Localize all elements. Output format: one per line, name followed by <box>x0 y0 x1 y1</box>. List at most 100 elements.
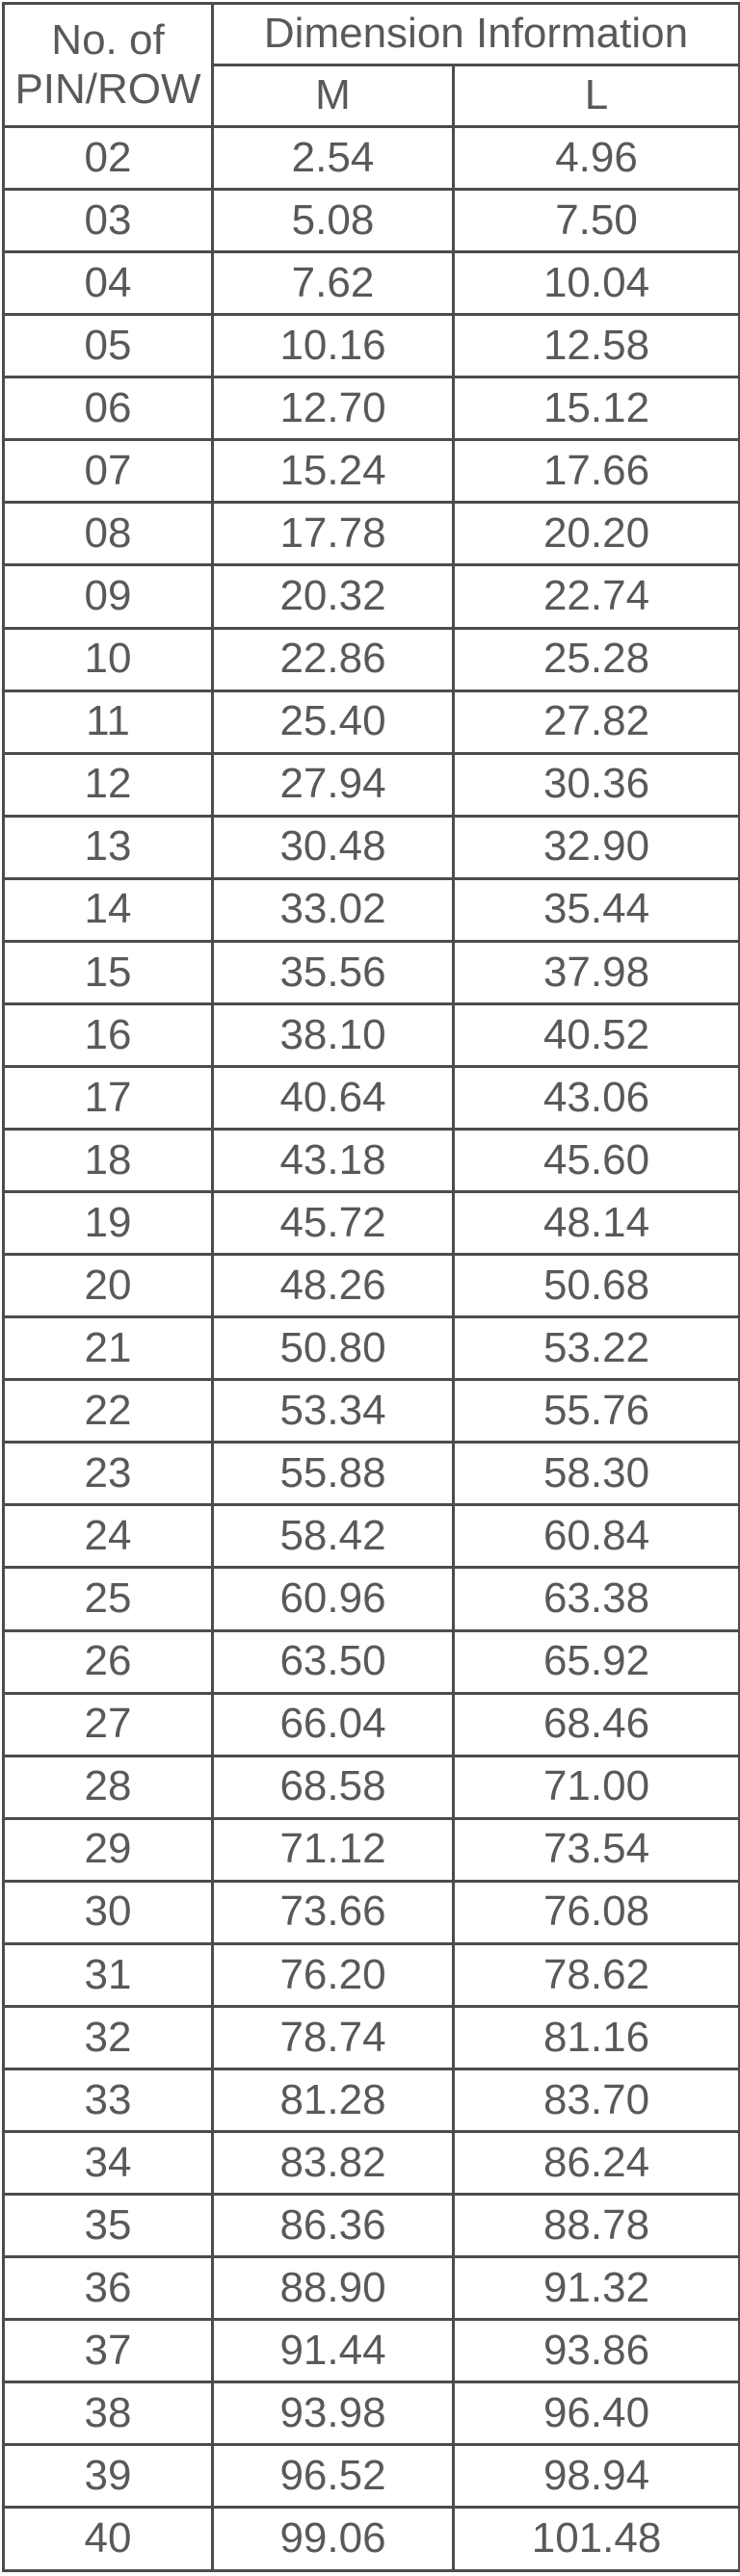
l-value-cell: 65.92 <box>451 1628 740 1695</box>
m-value-cell: 40.64 <box>211 1064 455 1132</box>
pin-count-cell: 39 <box>2 2443 214 2510</box>
pin-count-cell: 22 <box>2 1378 214 1444</box>
m-value-cell: 86.36 <box>211 2193 455 2259</box>
m-value-cell: 43.18 <box>211 1127 455 1194</box>
pin-count-cell: 21 <box>2 1315 214 1382</box>
pin-count-cell: 15 <box>2 939 214 1005</box>
m-value-cell: 53.34 <box>211 1378 455 1444</box>
l-value-cell: 12.58 <box>451 313 740 379</box>
l-value-cell: 22.74 <box>451 563 740 630</box>
table-row: 24 58.42 60.84 <box>2 1503 740 1570</box>
l-value-cell: 98.94 <box>451 2443 740 2510</box>
l-value-cell: 101.48 <box>451 2506 740 2572</box>
l-value-cell: 20.20 <box>451 501 740 567</box>
table-row: 25 60.96 63.38 <box>2 1566 740 1632</box>
pin-count-cell: 38 <box>2 2381 214 2447</box>
pin-count-cell: 09 <box>2 563 214 630</box>
pin-count-cell: 19 <box>2 1190 214 1257</box>
pin-count-cell: 11 <box>2 689 214 755</box>
m-value-cell: 2.54 <box>211 124 455 192</box>
l-value-cell: 25.28 <box>451 626 740 692</box>
m-value-cell: 58.42 <box>211 1503 455 1570</box>
m-value-cell: 15.24 <box>211 438 455 505</box>
l-value-cell: 15.12 <box>451 376 740 442</box>
pin-count-cell: 25 <box>2 1566 214 1632</box>
table-row: 11 25.40 27.82 <box>2 689 740 755</box>
l-value-cell: 60.84 <box>451 1503 740 1570</box>
table-row: 15 35.56 37.98 <box>2 939 740 1005</box>
l-value-cell: 63.38 <box>451 1566 740 1632</box>
l-value-cell: 35.44 <box>451 876 740 943</box>
l-value-cell: 93.86 <box>451 2318 740 2384</box>
l-value-cell: 83.70 <box>451 2067 740 2134</box>
pin-count-cell: 27 <box>2 1691 214 1757</box>
l-value-cell: 7.50 <box>451 188 740 254</box>
pin-count-cell: 10 <box>2 626 214 692</box>
table-row: 40 99.06 101.48 <box>2 2506 740 2572</box>
pin-count-cell: 02 <box>2 124 214 192</box>
m-value-cell: 30.48 <box>211 814 455 880</box>
table-row: 36 88.90 91.32 <box>2 2255 740 2322</box>
pin-count-cell: 36 <box>2 2255 214 2322</box>
l-value-cell: 86.24 <box>451 2129 740 2197</box>
pin-count-cell: 34 <box>2 2129 214 2197</box>
l-value-cell: 43.06 <box>451 1064 740 1132</box>
pin-count-cell: 32 <box>2 2004 214 2070</box>
table-row: 07 15.24 17.66 <box>2 438 740 505</box>
l-value-cell: 10.04 <box>451 250 740 317</box>
pin-count-cell: 31 <box>2 1941 214 2008</box>
pin-count-cell: 07 <box>2 438 214 505</box>
m-value-cell: 17.78 <box>211 501 455 567</box>
header-row-group: No. of PIN/ROW Dimension Information <box>2 2 740 128</box>
l-value-cell: 88.78 <box>451 2193 740 2259</box>
table-row: 17 40.64 43.06 <box>2 1064 740 1132</box>
l-value-cell: 27.82 <box>451 689 740 755</box>
m-value-cell: 50.80 <box>211 1315 455 1382</box>
pin-count-cell: 24 <box>2 1503 214 1570</box>
table-row: 16 38.10 40.52 <box>2 1002 740 1068</box>
m-value-cell: 68.58 <box>211 1754 455 1820</box>
l-value-cell: 81.16 <box>451 2004 740 2070</box>
pin-count-cell: 33 <box>2 2067 214 2134</box>
m-value-cell: 73.66 <box>211 1879 455 1945</box>
l-column-header-cell: L <box>451 64 740 128</box>
table-row: 06 12.70 15.12 <box>2 376 740 442</box>
table-row: 10 22.86 25.28 <box>2 626 740 692</box>
m-value-cell: 5.08 <box>211 188 455 254</box>
pin-row-header-cell: No. of PIN/ROW <box>2 2 214 128</box>
m-value-cell: 22.86 <box>211 626 455 692</box>
l-value-cell: 96.40 <box>451 2381 740 2447</box>
pin-count-cell: 40 <box>2 2506 214 2572</box>
l-value-cell: 78.62 <box>451 1941 740 2008</box>
table-header: No. of PIN/ROW Dimension Information M L <box>2 2 740 128</box>
table-row: 37 91.44 93.86 <box>2 2318 740 2384</box>
m-value-cell: 76.20 <box>211 1941 455 2008</box>
m-value-cell: 96.52 <box>211 2443 455 2510</box>
header-row-columns: M L <box>4 64 740 128</box>
pin-count-cell: 28 <box>2 1754 214 1820</box>
table-row: 04 7.62 10.04 <box>2 250 740 317</box>
table-row: 18 43.18 45.60 <box>2 1127 740 1194</box>
m-value-cell: 71.12 <box>211 1816 455 1883</box>
pin-count-cell: 20 <box>2 1253 214 1319</box>
m-value-cell: 7.62 <box>211 250 455 317</box>
m-value-cell: 12.70 <box>211 376 455 442</box>
pin-count-cell: 03 <box>2 188 214 254</box>
pin-count-cell: 04 <box>2 250 214 317</box>
m-column-header-cell: M <box>211 64 455 128</box>
table-row: 02 2.54 4.96 <box>2 124 740 192</box>
l-value-cell: 4.96 <box>451 124 740 192</box>
table-row: 28 68.58 71.00 <box>2 1754 740 1820</box>
table-row: 22 53.34 55.76 <box>2 1378 740 1444</box>
pin-count-cell: 13 <box>2 814 214 880</box>
pin-count-cell: 12 <box>2 751 214 818</box>
m-value-cell: 33.02 <box>211 876 455 943</box>
m-value-cell: 20.32 <box>211 563 455 630</box>
table-row: 05 10.16 12.58 <box>2 313 740 379</box>
table-row: 08 17.78 20.20 <box>2 501 740 567</box>
pin-count-cell: 30 <box>2 1879 214 1945</box>
pin-row-header-line1: No. of <box>51 15 165 64</box>
pin-count-cell: 06 <box>2 376 214 442</box>
table-row: 23 55.88 58.30 <box>2 1441 740 1507</box>
